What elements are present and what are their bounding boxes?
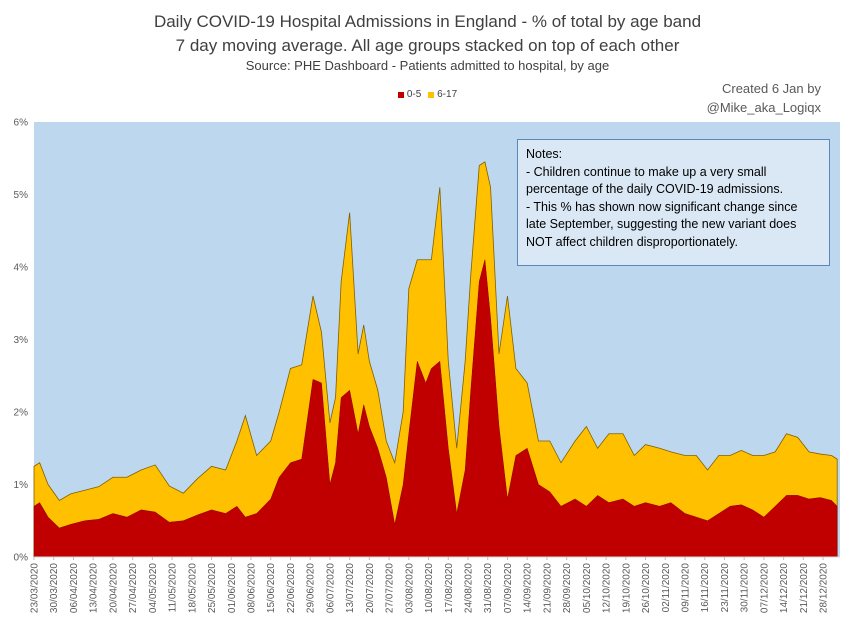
credit: Created 6 Jan by @Mike_aka_Logiqx: [707, 79, 821, 117]
x-tick-label: 20/04/2020: [108, 563, 119, 613]
x-tick-label: 13/04/2020: [89, 563, 100, 613]
y-tick-label: 5%: [14, 190, 29, 201]
x-tick-label: 10/08/2020: [424, 563, 435, 613]
x-tick-label: 19/10/2020: [621, 563, 632, 613]
x-axis-ticks: 23/03/2020 30/03/2020 06/04/2020 13/04/2020…: [30, 557, 830, 613]
notes-line-2: - Children continue to make up a very sm…: [526, 164, 767, 179]
notes-line-1: Notes:: [526, 147, 563, 161]
x-tick-label: 01/06/2020: [227, 563, 238, 613]
legend-label-0-5: 0-5: [406, 89, 422, 100]
credit-line-1: Created 6 Jan by: [721, 81, 821, 96]
legend: 0-5 6-17: [0, 89, 855, 101]
x-tick-label: 12/10/2020: [602, 563, 613, 613]
x-tick-label: 06/07/2020: [325, 563, 336, 613]
x-tick-label: 15/06/2020: [266, 563, 277, 613]
y-tick-label: 0%: [14, 553, 29, 564]
x-tick-label: 21/12/2020: [799, 563, 810, 613]
chart-subtitle: 7 day moving average. All age groups sta…: [175, 36, 680, 55]
x-tick-label: 17/08/2020: [444, 563, 455, 613]
x-tick-label: 06/04/2020: [69, 563, 80, 613]
x-tick-label: 23/03/2020: [30, 563, 41, 613]
x-tick-label: 26/10/2020: [641, 563, 652, 613]
x-tick-label: 31/08/2020: [483, 563, 494, 613]
x-tick-label: 07/09/2020: [503, 563, 514, 613]
area-0-5: [33, 259, 838, 558]
x-tick-label: 28/09/2020: [562, 563, 573, 613]
x-tick-label: 03/08/2020: [404, 563, 415, 613]
x-tick-label: 13/07/2020: [345, 563, 356, 613]
notes-line-5: late September, suggesting the new varia…: [526, 217, 797, 231]
area-6-17: [33, 161, 838, 558]
x-tick-label: 24/08/2020: [464, 563, 475, 613]
chart-source: Source: PHE Dashboard - Patients admitte…: [245, 58, 610, 73]
x-tick-label: 27/07/2020: [385, 563, 396, 613]
x-tick-label: 09/11/2020: [681, 563, 692, 613]
x-tick-label: 14/09/2020: [523, 563, 534, 613]
x-tick-label: 29/06/2020: [306, 563, 317, 613]
x-tick-label: 04/05/2020: [148, 563, 159, 613]
legend-swatch-0-5: [397, 91, 404, 98]
x-tick-label: 05/10/2020: [582, 563, 593, 613]
series-areas: [33, 161, 838, 558]
x-tick-label: 22/06/2020: [286, 563, 297, 613]
x-tick-label: 20/07/2020: [365, 563, 376, 613]
x-tick-label: 27/04/2020: [128, 563, 139, 613]
y-tick-label: 4%: [14, 263, 29, 274]
notes-line-4: - This % has shown now significant chang…: [526, 199, 798, 214]
x-tick-label: 28/12/2020: [819, 563, 830, 613]
x-tick-label: 11/05/2020: [168, 563, 179, 613]
credit-line-2: @Mike_aka_Logiqx: [706, 100, 821, 115]
x-tick-label: 18/05/2020: [187, 563, 198, 613]
legend-label-6-17: 6-17: [437, 89, 458, 100]
x-tick-label: 21/09/2020: [542, 563, 553, 613]
y-tick-label: 2%: [14, 408, 29, 419]
x-tick-label: 14/12/2020: [779, 563, 790, 613]
x-tick-label: 30/11/2020: [740, 563, 751, 613]
x-tick-label: 16/11/2020: [700, 563, 711, 613]
x-tick-label: 07/12/2020: [759, 563, 770, 613]
notes-line-6: NOT affect children disproportionately.: [526, 234, 738, 249]
y-tick-label: 1%: [14, 480, 29, 491]
x-tick-label: 08/06/2020: [247, 563, 258, 613]
notes-line-3: percentage of the daily COVID-19 admissi…: [526, 182, 784, 196]
y-tick-label: 6%: [14, 118, 29, 129]
legend-item-6-17: 6-17: [428, 89, 457, 100]
notes-box: Notes: - Children continue to make up a …: [517, 139, 830, 266]
chart-title: Daily COVID-19 Hospital Admissions in En…: [153, 12, 702, 31]
x-tick-label: 30/03/2020: [49, 563, 60, 613]
y-tick-label: 3%: [14, 335, 29, 346]
x-tick-label: 23/11/2020: [720, 563, 731, 613]
legend-item-0-5: 0-5: [397, 89, 422, 100]
legend-swatch-6-17: [428, 91, 435, 98]
x-tick-label: 25/05/2020: [207, 563, 218, 613]
y-axis-ticks: 0% 1% 2% 3% 4% 5% 6%: [14, 118, 29, 564]
x-tick-label: 02/11/2020: [661, 563, 672, 613]
